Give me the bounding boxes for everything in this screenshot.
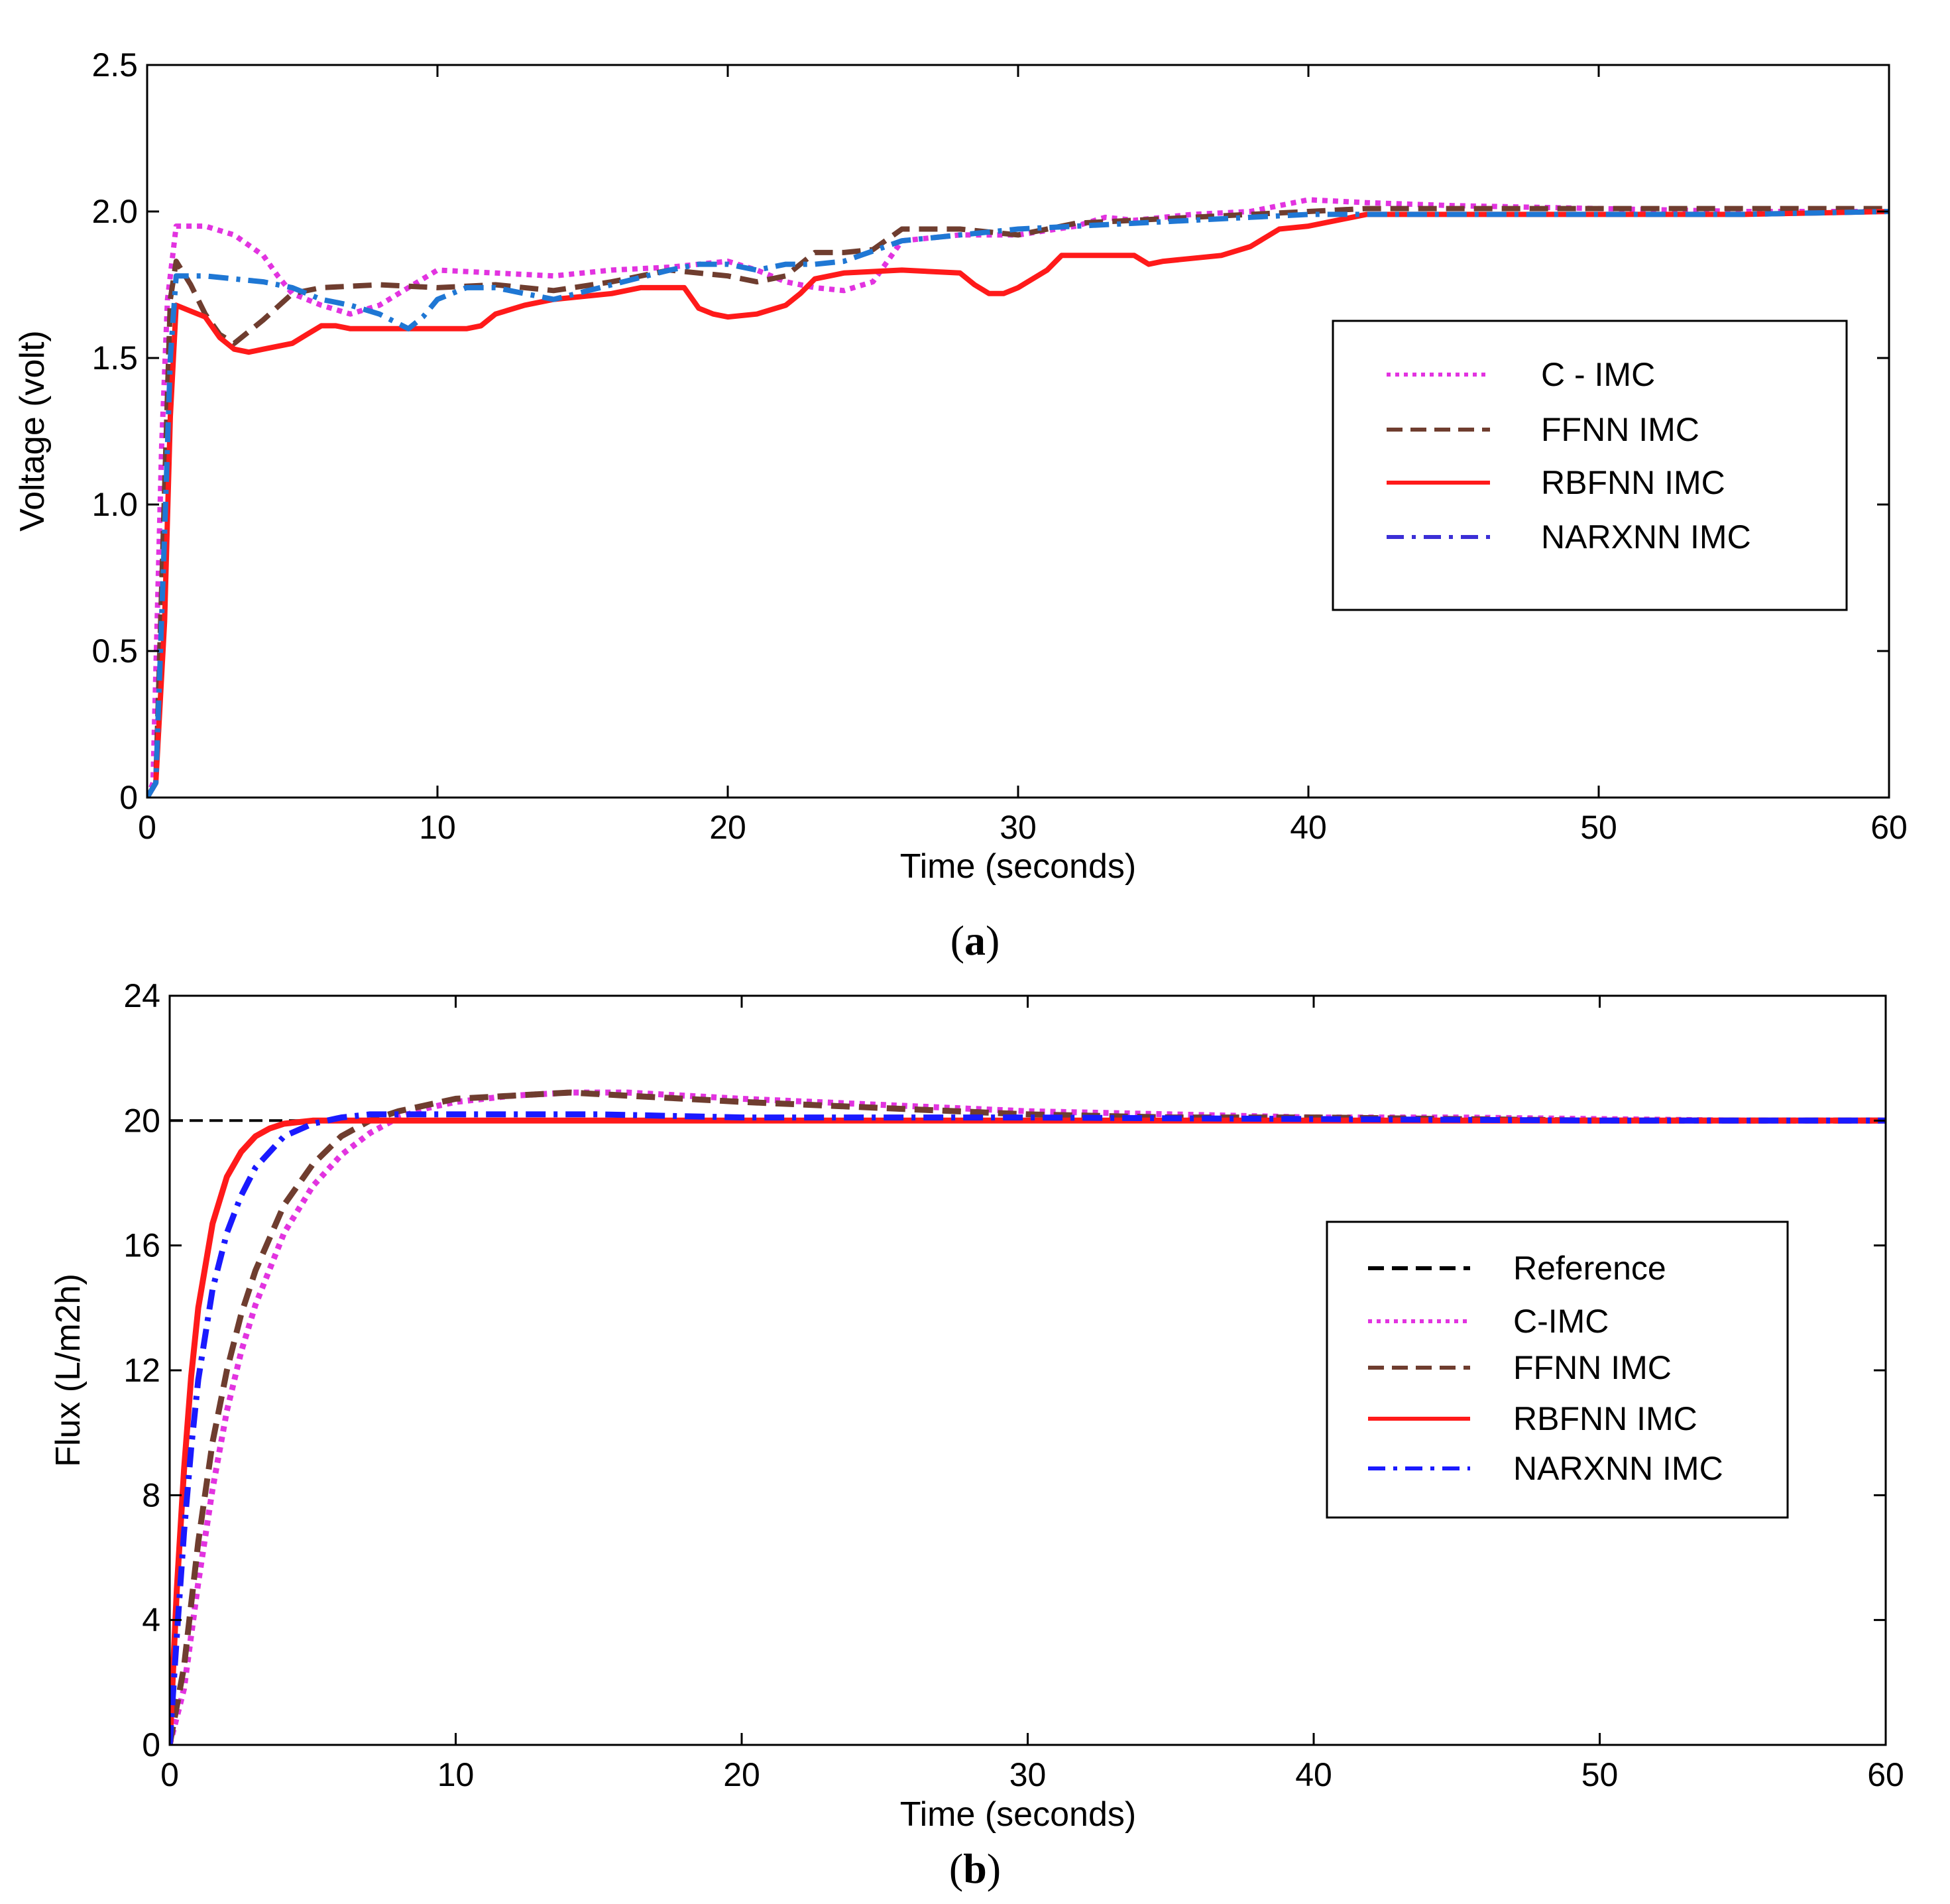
y-tick-label: 16 — [123, 1227, 160, 1264]
legend-label: NARXNN IMC — [1513, 1450, 1723, 1487]
legend-label: C - IMC — [1541, 356, 1655, 393]
legend-label: Reference — [1513, 1250, 1666, 1287]
x-tick-label: 0 — [138, 809, 156, 846]
legend: C - IMC FFNN IMC RBFNN IMC NARXNN IMC — [1332, 320, 1848, 611]
x-tick-label: 30 — [1009, 1756, 1047, 1793]
y-tick-label: 12 — [123, 1352, 160, 1389]
flux-chart: 0 10 20 30 40 50 60 0 4 8 12 16 20 24 Time (seconds) Fl… — [49, 977, 1904, 1892]
y-axis-label: Voltage (volt) — [13, 330, 52, 532]
x-axis-label: Time (seconds) — [900, 1795, 1136, 1834]
x-tick-label: 30 — [1000, 809, 1037, 846]
y-tick-label: 0 — [119, 779, 138, 816]
x-tick-label: 20 — [723, 1756, 760, 1793]
y-tick-label: 24 — [123, 977, 160, 1014]
legend: Reference C-IMC FFNN IMC RBFNN IMC NARXNN IM… — [1326, 1220, 1789, 1519]
x-tick-label: 0 — [160, 1756, 179, 1793]
x-tick-label: 60 — [1867, 1756, 1904, 1793]
panel-caption: (a) — [950, 917, 1000, 964]
x-tick-label: 40 — [1295, 1756, 1332, 1793]
series-line-narxnn-imc — [147, 209, 1889, 798]
legend-box — [1332, 320, 1848, 611]
y-tick-label: 0 — [142, 1726, 160, 1763]
y-tick-label: 8 — [142, 1476, 160, 1514]
y-axis-label: Flux (L/m2h) — [49, 1274, 87, 1467]
series-line-rbfnn-imc — [147, 209, 1889, 798]
x-tick-label: 20 — [709, 809, 746, 846]
series-line-ffnn-imc — [147, 206, 1889, 798]
x-tick-label: 40 — [1290, 809, 1327, 846]
y-tick-label: 1.5 — [91, 339, 138, 377]
x-axis-label: Time (seconds) — [900, 847, 1136, 886]
voltage-chart: 0 10 20 30 40 50 60 0 0.5 1.0 1.5 2.0 2.5 Time (secon… — [13, 46, 1908, 964]
plot-area — [170, 1089, 1886, 1745]
y-tick-label: 4 — [142, 1602, 160, 1639]
panel-caption: (b) — [949, 1845, 1001, 1892]
caption-open-paren: ( — [949, 1845, 963, 1892]
legend-label: FFNN IMC — [1513, 1349, 1672, 1386]
x-tick-label: 50 — [1581, 1756, 1619, 1793]
series-line-rbfnn-imc — [170, 1117, 1886, 1745]
legend-label: NARXNN IMC — [1541, 518, 1751, 556]
legend-label: C-IMC — [1513, 1303, 1609, 1340]
caption-letter: a — [964, 917, 986, 964]
caption-letter: b — [963, 1845, 987, 1892]
plot-area — [147, 197, 1889, 798]
y-tick-label: 2.0 — [91, 193, 138, 230]
y-tick-label: 1.0 — [91, 486, 138, 523]
legend-label: RBFNN IMC — [1541, 464, 1725, 501]
x-tick-label: 10 — [419, 809, 456, 846]
legend-label: FFNN IMC — [1541, 411, 1699, 448]
y-tick-label: 0.5 — [91, 632, 138, 670]
x-tick-label: 50 — [1580, 809, 1617, 846]
series-line-narxnn-imc — [170, 1111, 1886, 1745]
x-tick-label: 60 — [1870, 809, 1908, 846]
legend-label: RBFNN IMC — [1513, 1400, 1697, 1437]
x-tick-label: 10 — [437, 1756, 475, 1793]
caption-open-paren: ( — [950, 917, 964, 964]
y-tick-label: 2.5 — [91, 46, 138, 84]
caption-close-paren: ) — [987, 1845, 1001, 1892]
y-tick-label: 20 — [123, 1102, 160, 1139]
caption-close-paren: ) — [986, 917, 1000, 964]
